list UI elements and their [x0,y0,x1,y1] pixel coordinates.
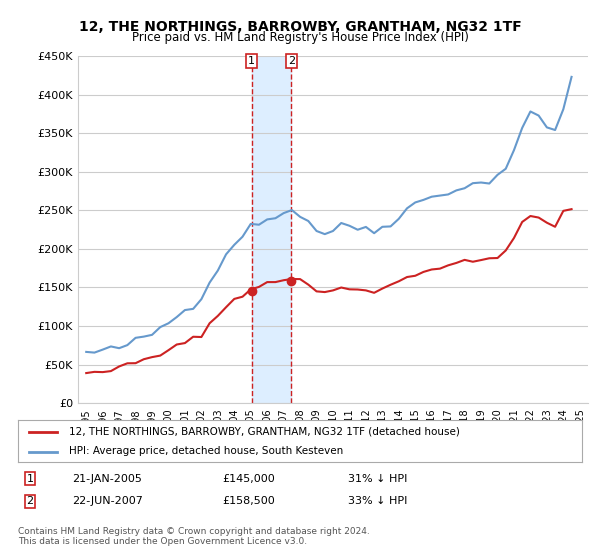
Text: 21-JAN-2005: 21-JAN-2005 [72,474,142,484]
Text: 2: 2 [26,496,34,506]
Text: 1: 1 [248,56,255,66]
Text: 2: 2 [288,56,295,66]
Text: Price paid vs. HM Land Registry's House Price Index (HPI): Price paid vs. HM Land Registry's House … [131,31,469,44]
Text: 12, THE NORTHINGS, BARROWBY, GRANTHAM, NG32 1TF: 12, THE NORTHINGS, BARROWBY, GRANTHAM, N… [79,20,521,34]
Text: 33% ↓ HPI: 33% ↓ HPI [348,496,407,506]
Bar [251,56,292,403]
Text: 22-JUN-2007: 22-JUN-2007 [72,496,143,506]
Text: HPI: Average price, detached house, South Kesteven: HPI: Average price, detached house, Sout… [69,446,343,456]
Text: 12, THE NORTHINGS, BARROWBY, GRANTHAM, NG32 1TF (detached house): 12, THE NORTHINGS, BARROWBY, GRANTHAM, N… [69,427,460,437]
Text: £145,000: £145,000 [222,474,275,484]
Text: 1: 1 [26,474,34,484]
Text: 31% ↓ HPI: 31% ↓ HPI [348,474,407,484]
Text: Contains HM Land Registry data © Crown copyright and database right 2024.
This d: Contains HM Land Registry data © Crown c… [18,526,370,546]
Text: £158,500: £158,500 [222,496,275,506]
